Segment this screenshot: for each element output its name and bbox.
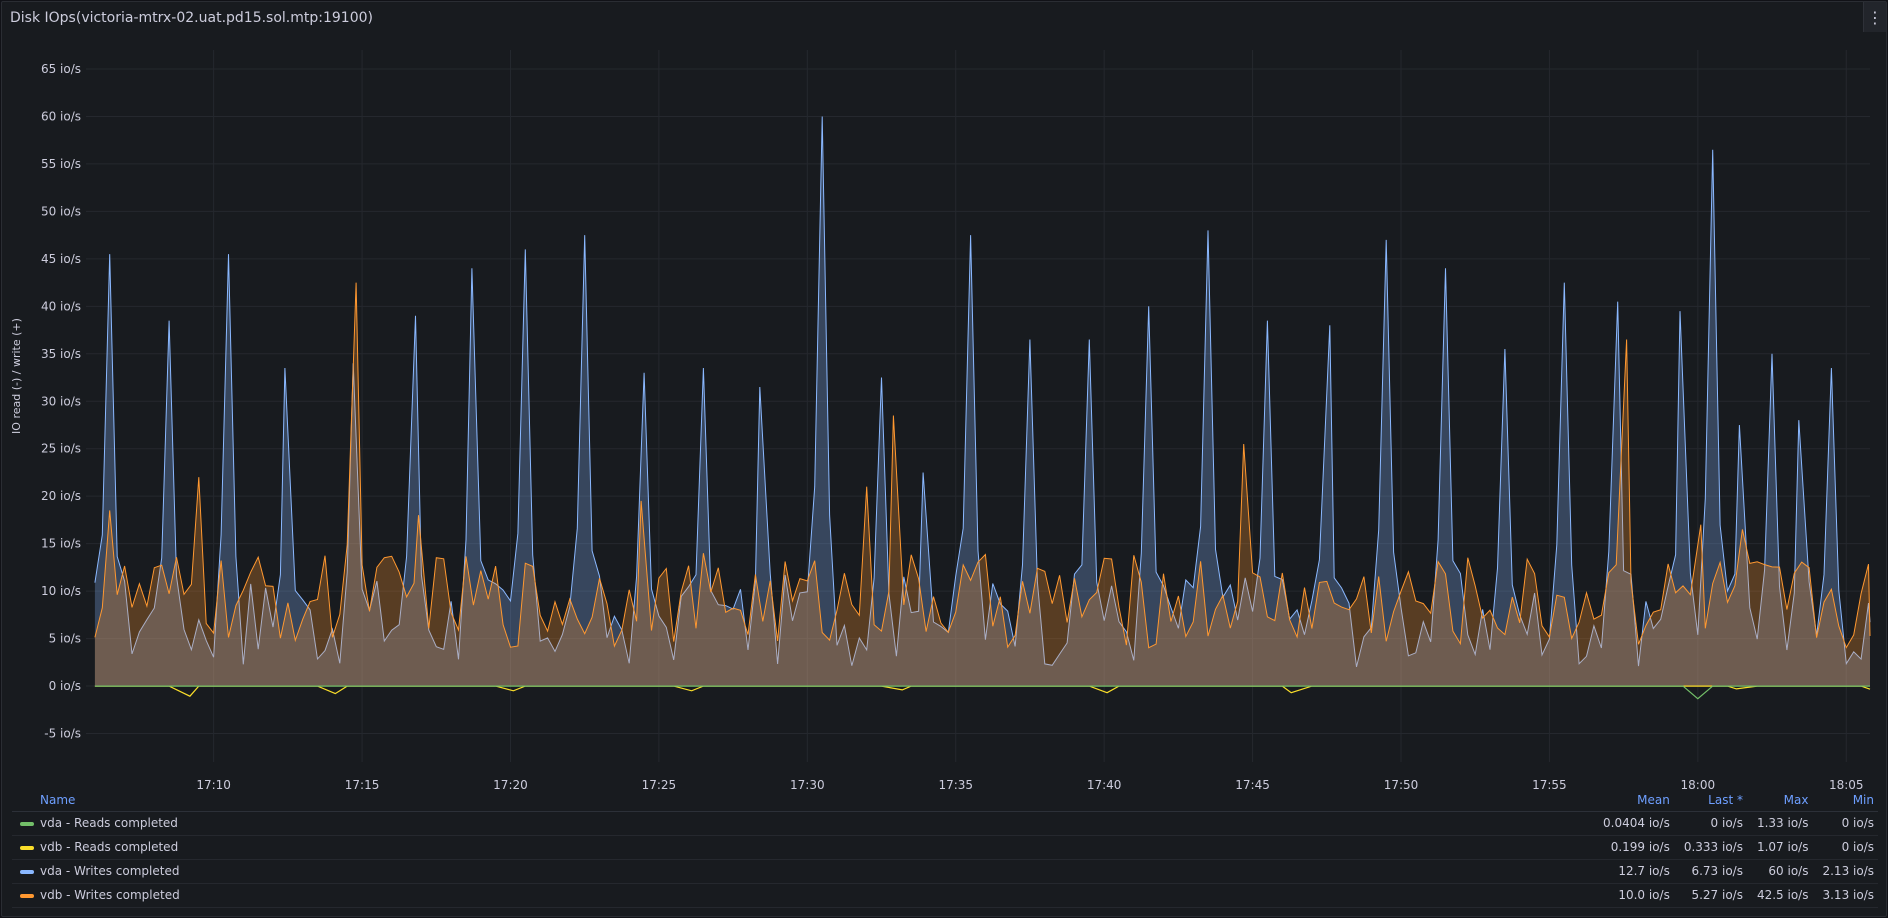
legend-header-max[interactable]: Max (1746, 790, 1813, 812)
legend-series-label: vda - Reads completed (40, 816, 178, 830)
y-tick-label: 40 io/s (41, 299, 81, 313)
series-color-swatch (20, 869, 34, 874)
y-tick-label: 60 io/s (41, 109, 81, 123)
legend-series-name[interactable]: vda - Writes completed (12, 859, 1594, 884)
legend-mean-value: 10.0 io/s (1593, 883, 1674, 908)
legend-max-value: 42.5 io/s (1746, 883, 1813, 908)
legend-mean-value: 0.199 io/s (1593, 835, 1674, 860)
series-color-swatch (20, 845, 34, 850)
panel-menu-button[interactable]: ⋮ (1863, 2, 1886, 32)
legend-min-value: 0 io/s (1812, 835, 1878, 860)
legend-series-name[interactable]: vdb - Reads completed (12, 835, 1594, 860)
y-tick-label: 65 io/s (41, 62, 81, 76)
legend-max-value: 1.07 io/s (1746, 835, 1813, 860)
legend-header-mean[interactable]: Mean (1593, 790, 1674, 812)
legend-min-value: 0 io/s (1812, 811, 1878, 836)
x-tick-label: 17:20 (493, 778, 528, 792)
legend-header-name[interactable]: Name (12, 790, 1594, 812)
legend-max-value: 1.33 io/s (1746, 811, 1813, 836)
legend-min-value: 2.13 io/s (1812, 859, 1878, 884)
x-tick-label: 17:40 (1087, 778, 1122, 792)
x-tick-label: 17:15 (345, 778, 380, 792)
x-tick-label: 17:45 (1235, 778, 1270, 792)
x-tick-label: 18:00 (1681, 778, 1716, 792)
y-tick-label: 15 io/s (41, 537, 81, 551)
y-tick-label: -5 io/s (44, 727, 81, 741)
legend-last-value: 6.73 io/s (1673, 859, 1747, 884)
legend-last-value: 5.27 io/s (1673, 883, 1747, 908)
x-tick-label: 17:35 (938, 778, 973, 792)
legend-series-name[interactable]: vdb - Writes completed (12, 883, 1594, 908)
y-axis-label: IO read (-) / write (+) (10, 318, 23, 434)
legend-mean-value: 0.0404 io/s (1593, 811, 1674, 836)
series-line (94, 685, 1871, 697)
x-tick-label: 17:25 (642, 778, 677, 792)
series-line (94, 282, 1871, 649)
legend-row[interactable]: vdb - Writes completed 10.0 io/s 5.27 io/s… (12, 883, 1878, 908)
panel-title: Disk IOps(victoria-mtrx-02.uat.pd15.sol.… (10, 10, 373, 26)
legend-series-label: vdb - Reads completed (40, 840, 179, 854)
x-tick-label: 17:55 (1532, 778, 1567, 792)
x-tick-label: 17:10 (196, 778, 231, 792)
y-tick-label: 30 io/s (41, 394, 81, 408)
legend-row[interactable]: vdb - Reads completed 0.199 io/s 0.333 io/… (12, 835, 1878, 860)
y-tick-label: 5 io/s (49, 632, 81, 646)
y-tick-label: 10 io/s (41, 584, 81, 598)
series-area (94, 282, 1870, 687)
legend-header-row: Name Mean Last * Max Min (12, 790, 1878, 812)
series-line (94, 685, 1870, 700)
legend-mean-value: 12.7 io/s (1593, 859, 1674, 884)
legend-series-name[interactable]: vda - Reads completed (12, 811, 1594, 836)
y-tick-label: 55 io/s (41, 157, 81, 171)
legend-table: Name Mean Last * Max Min vda - Reads com… (12, 790, 1878, 908)
legend-row[interactable]: vda - Writes completed 12.7 io/s 6.73 io/s… (12, 859, 1878, 884)
y-tick-label: 50 io/s (41, 204, 81, 218)
legend-header-last[interactable]: Last * (1673, 790, 1747, 812)
series-color-swatch (20, 893, 34, 898)
timeseries-chart[interactable]: -5 io/s 0 io/s 5 io/s 10 io/s 15 io/s 20 io/s… (2, 2, 1886, 792)
y-tick-label: 0 io/s (49, 679, 81, 693)
series-area (94, 116, 1870, 687)
x-tick-label: 18:05 (1829, 778, 1864, 792)
x-tick-label: 17:30 (790, 778, 825, 792)
legend-last-value: 0 io/s (1673, 811, 1747, 836)
series-line (94, 116, 1871, 668)
y-tick-label: 45 io/s (41, 252, 81, 266)
y-tick-label: 35 io/s (41, 347, 81, 361)
legend-row[interactable]: vda - Reads completed 0.0404 io/s 0 io/s 1.… (12, 811, 1878, 836)
y-tick-label: 20 io/s (41, 489, 81, 503)
vertical-ellipsis-icon: ⋮ (1867, 7, 1883, 27)
legend-header-min[interactable]: Min (1812, 790, 1878, 812)
legend-min-value: 3.13 io/s (1812, 883, 1878, 908)
series-color-swatch (20, 821, 34, 826)
legend-series-label: vda - Writes completed (40, 864, 180, 878)
x-tick-label: 17:50 (1384, 778, 1419, 792)
legend-max-value: 60 io/s (1746, 859, 1813, 884)
y-tick-label: 25 io/s (41, 442, 81, 456)
legend-series-label: vdb - Writes completed (40, 888, 180, 902)
legend-last-value: 0.333 io/s (1673, 835, 1747, 860)
